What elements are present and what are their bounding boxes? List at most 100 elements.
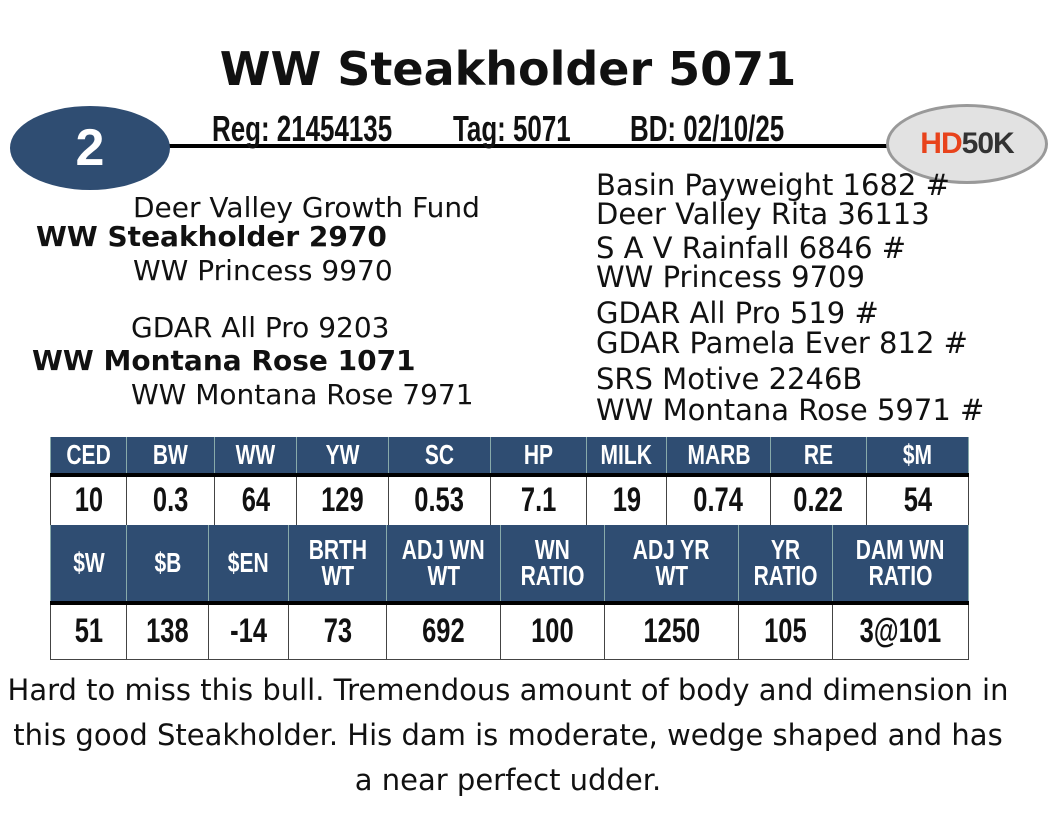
lot-description: Hard to miss this bull. Tremendous amoun… — [7, 673, 1009, 797]
hd50k-logo: HD 50K — [886, 104, 1048, 184]
perf-header-line: WT — [427, 560, 460, 591]
epd-header-text: SC — [424, 439, 455, 470]
perf-value-text: 73 — [323, 612, 352, 651]
dam-sire: GDAR All Pro 9203 — [131, 311, 390, 344]
perf-value-text: 100 — [531, 612, 574, 651]
dam: WW Montana Rose 1071 — [32, 344, 416, 377]
perf-header-line: DAM WN — [856, 534, 945, 565]
header-divider — [168, 144, 908, 148]
sire-sire: Deer Valley Growth Fund — [133, 191, 480, 224]
epd-table: CED BW WW YW SC HP MILK MARB RE $M 10 0.3 64 129 0.53… — [50, 437, 969, 526]
epd-value: 129 — [296, 474, 389, 526]
epd-header-text: RE — [803, 439, 834, 470]
perf-header-line: $W — [72, 547, 105, 578]
perf-value-text: 3@101 — [859, 612, 942, 651]
epd-value-text: 0.3 — [152, 481, 189, 520]
epd-value: 10 — [50, 474, 127, 526]
epd-header: YW — [296, 437, 389, 477]
perf-header: WN RATIO — [500, 525, 605, 605]
epd-value-text: 7.1 — [520, 481, 557, 520]
perf-header: YR RATIO — [738, 525, 833, 605]
sire: WW Steakholder 2970 — [36, 220, 387, 253]
epd-value-text: 129 — [321, 481, 364, 520]
perf-value: 3@101 — [832, 602, 969, 660]
epd-value-text: 64 — [241, 481, 270, 520]
pedigree-right-7: SRS Motive 2246B — [596, 362, 863, 396]
epd-value: 54 — [866, 474, 969, 526]
perf-header-line: RATIO — [868, 560, 933, 591]
perf-header: $B — [126, 525, 209, 605]
pedigree-right-1: Basin Payweight 1682 # — [596, 168, 950, 202]
tag-number: Tag: 5071 — [453, 108, 571, 149]
perf-value-text: 51 — [74, 612, 103, 651]
epd-header: $M — [866, 437, 969, 477]
epd-header-text: BW — [153, 439, 188, 470]
pedigree-right-4: WW Princess 9709 — [596, 260, 865, 294]
perf-value-text: -14 — [230, 612, 267, 651]
perf-value: 138 — [126, 602, 209, 660]
lot-number-badge: 2 — [10, 106, 170, 190]
perf-value-text: 692 — [422, 612, 465, 651]
perf-value-text: 138 — [146, 612, 189, 651]
perf-header-line: WT — [321, 560, 354, 591]
perf-header-line: ADJ WN — [402, 534, 485, 565]
perf-header: ADJ YR WT — [604, 525, 739, 605]
perf-header: $W — [50, 525, 127, 605]
epd-value: 64 — [214, 474, 297, 526]
perf-header-line: $EN — [228, 547, 269, 578]
epd-header-text: WW — [235, 439, 276, 470]
epd-value-row: 10 0.3 64 129 0.53 7.1 19 0.74 0.22 54 — [50, 474, 969, 526]
pedigree-right-2: Deer Valley Rita 36113 — [596, 197, 930, 231]
perf-value: 1250 — [604, 602, 739, 660]
perf-header-line: RATIO — [753, 560, 818, 591]
perf-header-row: $W $B $EN BRTH WT ADJ WN WT WN RATIO ADJ YR WT YR RA… — [50, 525, 969, 605]
sire-dam: WW Princess 9970 — [133, 254, 393, 287]
epd-header-text: HP — [523, 439, 554, 470]
lot-title: WW Steakholder 5071 — [219, 42, 797, 96]
pedigree-right-6: GDAR Pamela Ever 812 # — [596, 326, 968, 360]
epd-header: BW — [126, 437, 215, 477]
epd-header-text: MARB — [687, 439, 750, 470]
perf-value: -14 — [208, 602, 289, 660]
perf-value: 100 — [500, 602, 605, 660]
epd-header: MILK — [586, 437, 667, 477]
epd-value: 0.74 — [666, 474, 771, 526]
epd-value: 0.22 — [770, 474, 867, 526]
epd-header-text: $M — [902, 439, 933, 470]
birth-date: BD: 02/10/25 — [630, 108, 785, 149]
perf-header-line: $B — [154, 547, 181, 578]
epd-value: 7.1 — [490, 474, 587, 526]
epd-header: SC — [388, 437, 491, 477]
epd-header: RE — [770, 437, 867, 477]
dam-dam: WW Montana Rose 7971 — [131, 378, 474, 411]
epd-value-text: 0.53 — [414, 481, 465, 520]
perf-header-line: ADJ YR — [633, 534, 710, 565]
pedigree-right-5: GDAR All Pro 519 # — [596, 296, 879, 330]
perf-header: $EN — [208, 525, 289, 605]
perf-value: 51 — [50, 602, 127, 660]
perf-value-text: 105 — [764, 612, 807, 651]
epd-value-text: 10 — [74, 481, 103, 520]
epd-header-text: CED — [66, 439, 111, 470]
perf-header-line: YR — [770, 534, 801, 565]
epd-header-text: MILK — [600, 439, 653, 470]
epd-value: 0.3 — [126, 474, 215, 526]
epd-header: WW — [214, 437, 297, 477]
epd-header-row: CED BW WW YW SC HP MILK MARB RE $M — [50, 437, 969, 477]
perf-value: 692 — [386, 602, 501, 660]
perf-value-text: 1250 — [643, 612, 700, 651]
lot-number: 2 — [75, 119, 105, 177]
perf-value-row: 51 138 -14 73 692 100 1250 105 3@101 — [50, 602, 969, 660]
perf-value: 73 — [288, 602, 387, 660]
epd-value: 0.53 — [388, 474, 491, 526]
epd-value: 19 — [586, 474, 667, 526]
epd-value-text: 0.22 — [793, 481, 844, 520]
perf-header-line: RATIO — [520, 560, 585, 591]
perf-header-line: WN — [535, 534, 570, 565]
epd-value-text: 54 — [903, 481, 932, 520]
epd-value-text: 19 — [612, 481, 641, 520]
epd-header: HP — [490, 437, 587, 477]
epd-header: CED — [50, 437, 127, 477]
epd-value-text: 0.74 — [693, 481, 744, 520]
